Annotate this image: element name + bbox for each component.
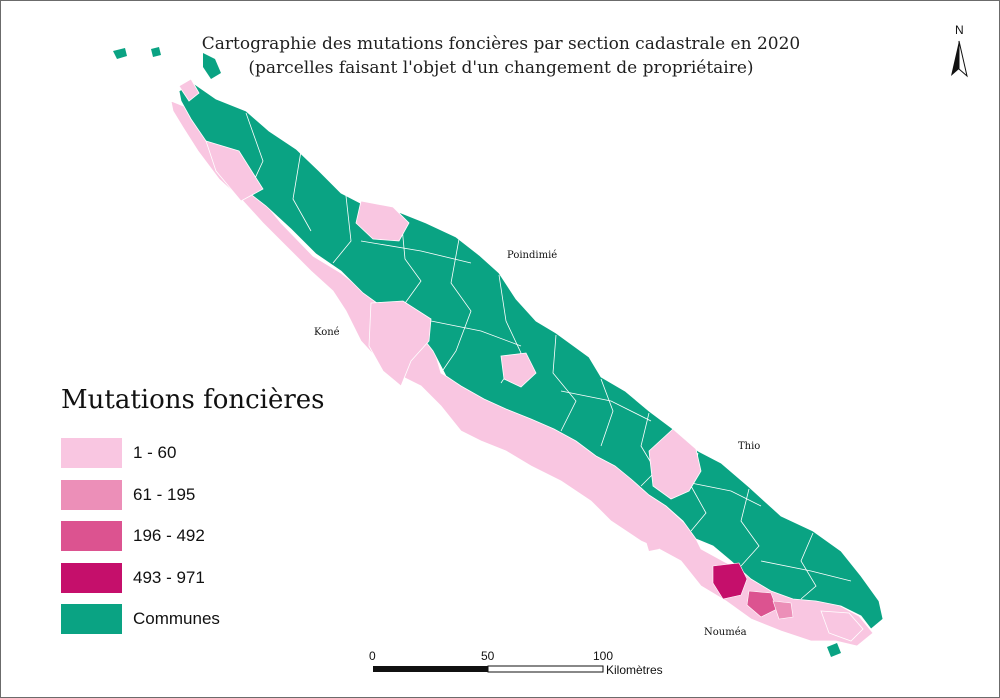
scale-tick-0: 0 <box>369 649 376 663</box>
legend-item-class-3: 196 - 492 <box>61 521 205 551</box>
island-north-1 <box>113 48 127 59</box>
legend-item-communes: Communes <box>61 604 220 634</box>
city-label-poindimie: Poindimié <box>507 250 558 261</box>
legend-item-class-4: 493 - 971 <box>61 563 205 593</box>
communes-main <box>178 82 884 630</box>
map-title: Cartographie des mutations foncières par… <box>201 34 801 54</box>
map-subtitle: (parcelles faisant l'objet d'un changeme… <box>248 58 754 78</box>
north-arrow <box>951 40 968 78</box>
legend-swatch <box>61 604 122 634</box>
zone-central <box>500 352 537 388</box>
zone-northwest-coast <box>205 140 264 202</box>
city-label-kone: Koné <box>314 327 340 338</box>
island-north-2 <box>203 53 221 79</box>
coastal-zone-sw <box>170 100 874 647</box>
scale-bar <box>373 665 604 673</box>
city-label-thio: Thio <box>738 441 761 452</box>
zone-kone <box>368 300 432 387</box>
legend-title: Mutations foncières <box>61 385 325 415</box>
zone-thio-coast <box>648 428 702 500</box>
island-south-1 <box>646 539 659 551</box>
legend-swatch <box>61 480 122 510</box>
zone-noumea-class4 <box>712 562 748 600</box>
legend-label: 61 - 195 <box>133 485 196 504</box>
legend-swatch <box>61 563 122 593</box>
legend-swatch <box>61 438 122 468</box>
legend-label: 1 - 60 <box>133 443 177 462</box>
scale-unit: Kilomètres <box>606 663 663 677</box>
legend-label: 493 - 971 <box>133 568 205 587</box>
island-southeast-1 <box>827 643 841 657</box>
north-arrow-label: N <box>955 23 964 37</box>
zone-north-tip <box>178 78 200 102</box>
legend-item-class-2: 61 - 195 <box>61 480 195 510</box>
zone-northwest-interior <box>355 200 410 242</box>
scale-tick-50: 50 <box>481 649 495 663</box>
legend-label: Communes <box>133 609 220 628</box>
legend-item-class-1: 1 - 60 <box>61 438 176 468</box>
zone-noumea-class2 <box>772 600 794 620</box>
island-north-3 <box>151 47 161 57</box>
zone-southeast <box>820 610 864 642</box>
scale-tick-100: 100 <box>593 649 614 663</box>
legend-label: 196 - 492 <box>133 526 205 545</box>
legend-swatch <box>61 521 122 551</box>
zone-noumea-class3 <box>746 590 778 618</box>
city-label-noumea: Nouméa <box>704 627 747 638</box>
